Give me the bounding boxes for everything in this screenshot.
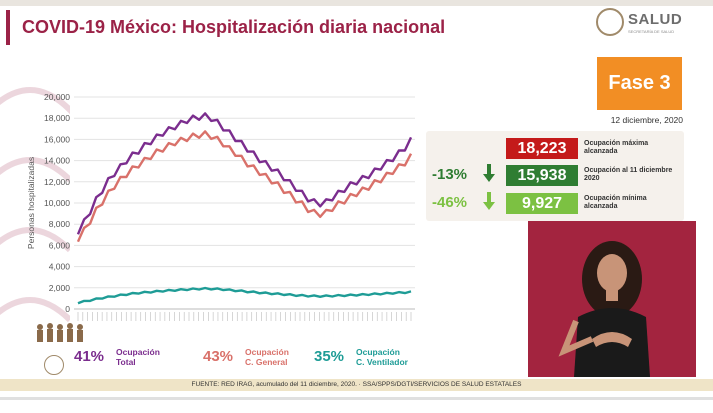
eagle-seal-icon [596, 8, 624, 36]
y-tick-label: 10,000 [44, 198, 70, 208]
phase-badge: Fase 3 [597, 57, 682, 110]
people-illustration [34, 321, 90, 345]
y-tick-label: 14,000 [44, 156, 70, 166]
legend-vent-label2: C. Ventilador [356, 357, 408, 367]
decorative-pattern [0, 87, 70, 323]
legend-general-label1: Ocupación [245, 347, 289, 357]
min-value-box: 9,927 [506, 193, 578, 214]
max-value-box: 18,223 [506, 138, 578, 159]
legend-general-pct: 43% [203, 348, 234, 365]
y-tick-label: 12,000 [44, 177, 70, 187]
y-tick-label: 6,000 [49, 240, 71, 250]
current-pct: -13% [432, 166, 468, 183]
source-footer: FUENTE: RED IRAG, acumulado del 11 dicie… [0, 379, 713, 391]
min-pct: -46% [432, 194, 468, 211]
y-tick-label: 2,000 [49, 283, 71, 293]
series-line [76, 112, 413, 235]
legend-total-label2: Total [116, 357, 136, 367]
video-controls-bar [0, 396, 713, 413]
top-strip [0, 0, 713, 6]
max-value-label: Ocupación máxima alcanzada [584, 140, 649, 155]
hospitalization-chart: 0 2,000 4,000 6,000 8,000 10,000 12,000 14,000 1… [26, 92, 415, 321]
date-label: 12 diciembre, 2020 [610, 115, 683, 125]
current-value-label: Ocupación al 11 diciembre 2020 [584, 167, 673, 182]
legend-vent-label1: Ocupación [356, 347, 400, 357]
eagle-seal-icon [44, 355, 64, 375]
current-value-box: 15,938 [506, 165, 578, 186]
min-value-label: Ocupación mínima alcanzada [584, 195, 647, 210]
down-arrow-icon [483, 192, 495, 210]
y-tick-label: 20,000 [44, 92, 70, 102]
y-tick-label: 18,000 [44, 113, 70, 123]
video-progress-bar[interactable] [0, 397, 713, 400]
logo-wordmark: SALUD [628, 11, 683, 28]
y-tick-label: 4,000 [49, 262, 71, 272]
y-tick-label: 16,000 [44, 134, 70, 144]
series-line [76, 130, 413, 243]
stats-panel: 18,223 Ocupación máxima alcanzada -13% 1… [426, 131, 684, 221]
down-arrow-icon [483, 164, 495, 182]
legend-total-pct: 41% [74, 348, 105, 365]
legend-vent-pct: 35% [314, 348, 345, 365]
legend-general-label2: C. General [245, 357, 288, 367]
logo-subtitle: SECRETARÍA DE SALUD [628, 29, 675, 34]
legend: 41% Ocupación Total 43% Ocupación C. Gen… [0, 338, 430, 378]
y-tick-label: 0 [65, 304, 70, 314]
series-line [77, 286, 412, 305]
page-title: COVID-19 México: Hospitalización diaria … [22, 17, 446, 37]
title-accent-bar [6, 10, 10, 45]
sign-language-interpreter [528, 221, 696, 377]
y-tick-label: 8,000 [49, 219, 71, 229]
legend-total-label1: Ocupación [116, 347, 160, 357]
salud-logo: SALUD SECRETARÍA DE SALUD [596, 8, 696, 40]
y-axis-label: Personas hospitalizadas [26, 157, 36, 249]
